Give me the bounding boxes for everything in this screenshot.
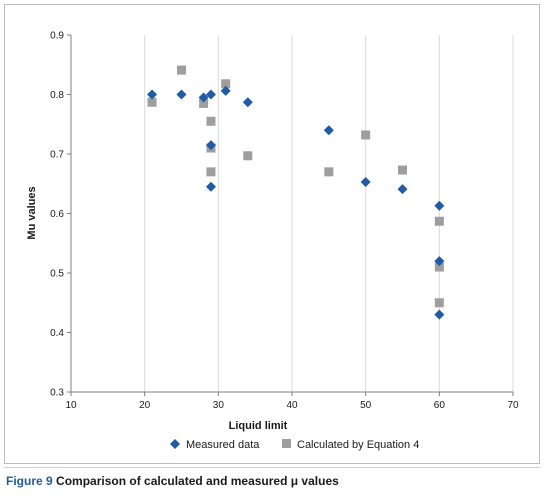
measured-point bbox=[205, 181, 216, 192]
calculated-point bbox=[361, 130, 371, 140]
x-tick-label: 60 bbox=[434, 400, 446, 411]
measured-point bbox=[205, 89, 216, 100]
grid-layer bbox=[144, 35, 514, 392]
measured-point bbox=[434, 200, 445, 211]
y-tick-label: 0.5 bbox=[50, 269, 64, 280]
measured-point bbox=[220, 85, 231, 96]
caption-divider bbox=[4, 467, 540, 468]
measured-point bbox=[434, 309, 445, 320]
data-points bbox=[147, 65, 445, 320]
measured-point bbox=[242, 97, 253, 108]
legend-measured-marker bbox=[170, 439, 180, 449]
measured-point bbox=[323, 125, 334, 136]
calculated-point bbox=[199, 98, 209, 108]
y-tick-label: 0.8 bbox=[50, 90, 64, 101]
x-tick-label: 10 bbox=[65, 400, 77, 411]
scatter-chart: 0.3 0.4 0.5 0.6 0.7 0.8 0.9 10 20 30 40 50 60 70 Liqu… bbox=[26, 31, 519, 452]
measured-point bbox=[147, 89, 158, 100]
x-tick-label: 20 bbox=[139, 400, 151, 411]
axes-layer bbox=[67, 34, 514, 396]
calculated-point bbox=[324, 167, 334, 177]
y-tick-label: 0.3 bbox=[50, 388, 64, 399]
calculated-point bbox=[434, 216, 444, 226]
measured-point bbox=[176, 89, 187, 100]
x-tick-label: 70 bbox=[507, 400, 519, 411]
chart-frame: 0.3 0.4 0.5 0.6 0.7 0.8 0.9 10 20 30 40 50 60 70 Liqu… bbox=[4, 4, 540, 464]
tick-labels: 0.3 0.4 0.5 0.6 0.7 0.8 0.9 10 20 30 40 50 60 70 bbox=[50, 31, 519, 412]
calculated-point bbox=[206, 167, 216, 177]
y-axis-label: Mu values bbox=[26, 186, 38, 239]
legend-measured-label: Measured data bbox=[186, 439, 260, 451]
y-tick-label: 0.4 bbox=[50, 328, 64, 339]
calculated-point bbox=[398, 165, 407, 175]
figure-caption-text: Comparison of calculated and measured μ … bbox=[56, 474, 339, 488]
y-tick-label: 0.7 bbox=[50, 150, 64, 161]
x-axis-label: Liquid limit bbox=[229, 420, 288, 432]
calculated-point bbox=[243, 151, 253, 161]
legend: Measured data Calculated by Equation 4 bbox=[170, 439, 419, 451]
calculated-point bbox=[147, 97, 157, 107]
measured-point bbox=[360, 176, 371, 187]
measured-point bbox=[434, 256, 445, 267]
legend-calculated-marker bbox=[282, 439, 291, 448]
calculated-point bbox=[434, 298, 444, 308]
calculated-point bbox=[177, 65, 186, 75]
x-tick-label: 40 bbox=[286, 400, 298, 411]
calculated-point bbox=[434, 262, 444, 272]
legend-calculated-label: Calculated by Equation 4 bbox=[297, 439, 419, 451]
y-tick-label: 0.6 bbox=[50, 209, 64, 220]
measured-point bbox=[198, 92, 209, 103]
y-tick-label: 0.9 bbox=[50, 31, 64, 42]
measured-point bbox=[397, 184, 408, 195]
figure-caption: Figure 9 Comparison of calculated and me… bbox=[6, 474, 339, 488]
calculated-point bbox=[206, 116, 216, 126]
calculated-point bbox=[221, 79, 231, 89]
x-tick-label: 30 bbox=[213, 400, 225, 411]
figure-label: Figure 9 bbox=[6, 474, 53, 488]
measured-point bbox=[205, 140, 216, 151]
x-tick-label: 50 bbox=[360, 400, 372, 411]
